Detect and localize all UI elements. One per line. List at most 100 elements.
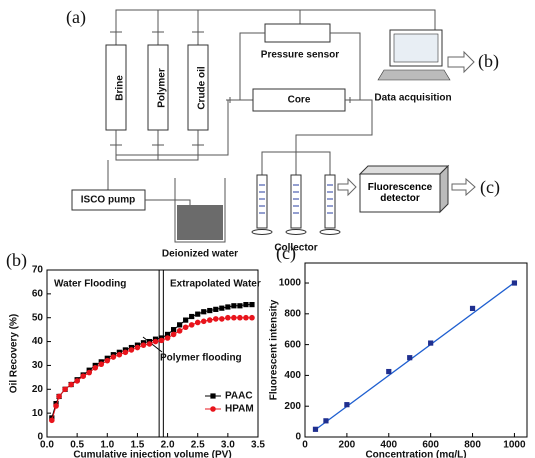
marker (116, 351, 123, 358)
marker (312, 426, 319, 432)
pump-label: ISCO pump (81, 195, 135, 206)
marker (386, 368, 392, 375)
x-axis-label: Cumulative injection volume (PV) (73, 450, 231, 458)
x-tick-label: 1.5 (130, 440, 144, 451)
annotation: Water Flooding (54, 279, 126, 290)
y-tick-label: 1000 (279, 278, 302, 289)
marker (231, 314, 237, 321)
screen (393, 33, 439, 63)
y-tick-label: 0 (295, 432, 301, 443)
marker (74, 378, 80, 384)
series-line (51, 317, 252, 421)
pipe (115, 130, 199, 161)
marker (140, 342, 147, 348)
marker (80, 373, 86, 379)
marker (134, 344, 141, 351)
y-axis-label: Fluorescent intensity (269, 299, 280, 400)
marker (110, 354, 117, 360)
beaker (174, 178, 226, 243)
x-tick-label: 800 (464, 440, 481, 451)
y-tick-label: 800 (284, 308, 301, 319)
marker (237, 303, 243, 309)
marker (407, 355, 413, 361)
y-tick-label: 0 (37, 432, 43, 443)
pipe (115, 99, 253, 160)
marker (128, 347, 135, 353)
y-tick-label: 20 (32, 384, 44, 395)
marker (249, 301, 255, 308)
marker (344, 402, 350, 408)
marker (170, 331, 177, 338)
water (177, 205, 223, 240)
marker (182, 324, 189, 331)
marker (219, 305, 225, 311)
annotation-pointer (142, 336, 163, 353)
marker (231, 303, 237, 309)
marker (164, 331, 171, 338)
marker (171, 327, 177, 333)
x-tick-label: 3.0 (221, 440, 235, 451)
x-tick-label: 1.0 (100, 440, 114, 451)
legend-marker (210, 393, 216, 399)
panel-label: (a) (66, 7, 86, 28)
marker (201, 309, 207, 315)
pipe (115, 9, 436, 45)
keyboard (377, 69, 451, 81)
annotation: Extrapolated Water (170, 279, 261, 290)
water-label: Deionized water (162, 249, 238, 260)
marker (56, 393, 62, 400)
x-tick-label: 600 (422, 440, 439, 451)
core-label: Core (288, 95, 311, 106)
marker (225, 314, 231, 321)
detector-label: Fluorescence detector (367, 182, 433, 204)
marker (237, 314, 243, 321)
x-axis-label: Concentration (mg/L) (365, 450, 466, 458)
y-tick-label: 30 (32, 360, 44, 371)
marker (249, 314, 255, 321)
tubes (251, 174, 341, 235)
marker (62, 386, 68, 393)
x-tick-label: 2.0 (161, 440, 175, 451)
marker (469, 305, 476, 312)
marker (152, 338, 159, 345)
marker (164, 335, 171, 341)
y-axis-label: Oil Recovery (%) (9, 314, 20, 393)
column-label: Crude oil (197, 66, 208, 110)
marker (213, 316, 219, 322)
marker (183, 317, 189, 323)
output-label: (b) (478, 51, 499, 72)
arrow (451, 177, 476, 197)
arrow (447, 50, 475, 74)
marker (176, 328, 183, 334)
marker (194, 319, 201, 326)
marker (213, 306, 219, 312)
y-tick-label: 400 (284, 370, 301, 381)
marker (188, 322, 195, 328)
detector-top (358, 165, 450, 175)
arrow (337, 177, 357, 197)
pressure-sensor-label: Pressure sensor (261, 50, 339, 61)
marker (92, 365, 99, 371)
marker (98, 361, 105, 368)
marker (177, 322, 183, 328)
marker (195, 311, 201, 317)
x-tick-label: 0.5 (70, 440, 84, 451)
y-tick-label: 50 (32, 312, 44, 323)
pipe (330, 32, 361, 100)
plot-frame (46, 269, 259, 438)
marker (511, 280, 518, 286)
setup-diagram: (a) Brine Polymer Crude oil Pressure sen… (66, 7, 500, 260)
marker (207, 307, 213, 314)
x-tick-label: 400 (380, 440, 397, 451)
annotation: Polymer flooding (160, 353, 242, 364)
marker (49, 417, 55, 424)
detector-label-box: Fluorescence detector (367, 182, 433, 204)
y-tick-label: 200 (284, 401, 301, 412)
marker (200, 318, 207, 325)
marker (243, 314, 249, 321)
marker (53, 403, 59, 409)
marker (428, 340, 434, 346)
marker (104, 357, 111, 364)
legend-label: HPAM (225, 404, 254, 415)
